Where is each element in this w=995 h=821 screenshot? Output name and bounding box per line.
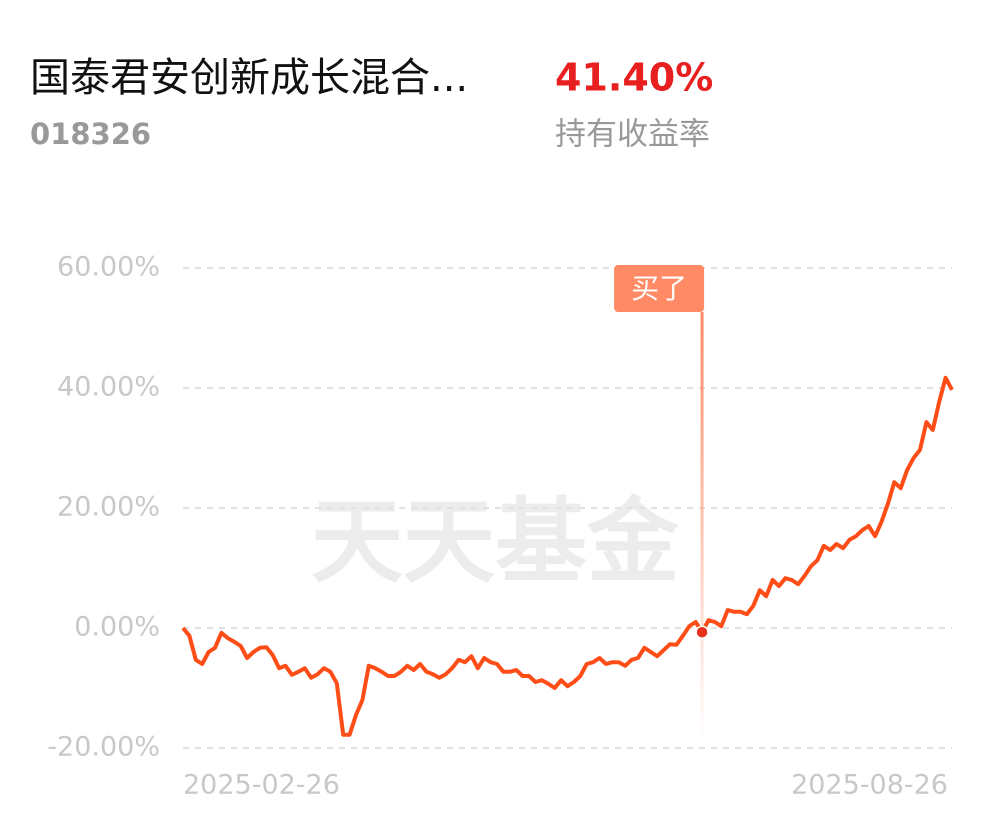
x-tick-label: 2025-08-26 xyxy=(791,770,948,801)
x-tick-label: 2025-02-26 xyxy=(183,770,340,801)
y-tick-label: 20.00% xyxy=(57,492,160,523)
annotation-box xyxy=(614,265,705,312)
y-tick-label: 0.00% xyxy=(74,612,160,643)
watermark: 天天基金 xyxy=(311,488,680,595)
fund-code: 018326 xyxy=(30,117,151,151)
fund-title: 国泰君安创新成长混合... xyxy=(30,55,468,101)
y-tick-label: 60.00% xyxy=(57,252,160,283)
annotation-text: 买了 xyxy=(631,272,687,305)
series-line xyxy=(181,375,954,737)
annotation-line xyxy=(700,312,704,742)
buy-marker xyxy=(695,625,709,639)
return-label: 持有收益率 xyxy=(555,117,710,153)
return-value: 41.40% xyxy=(555,56,713,100)
y-tick-label: -20.00% xyxy=(47,732,160,763)
y-tick-label: 40.00% xyxy=(57,372,160,403)
